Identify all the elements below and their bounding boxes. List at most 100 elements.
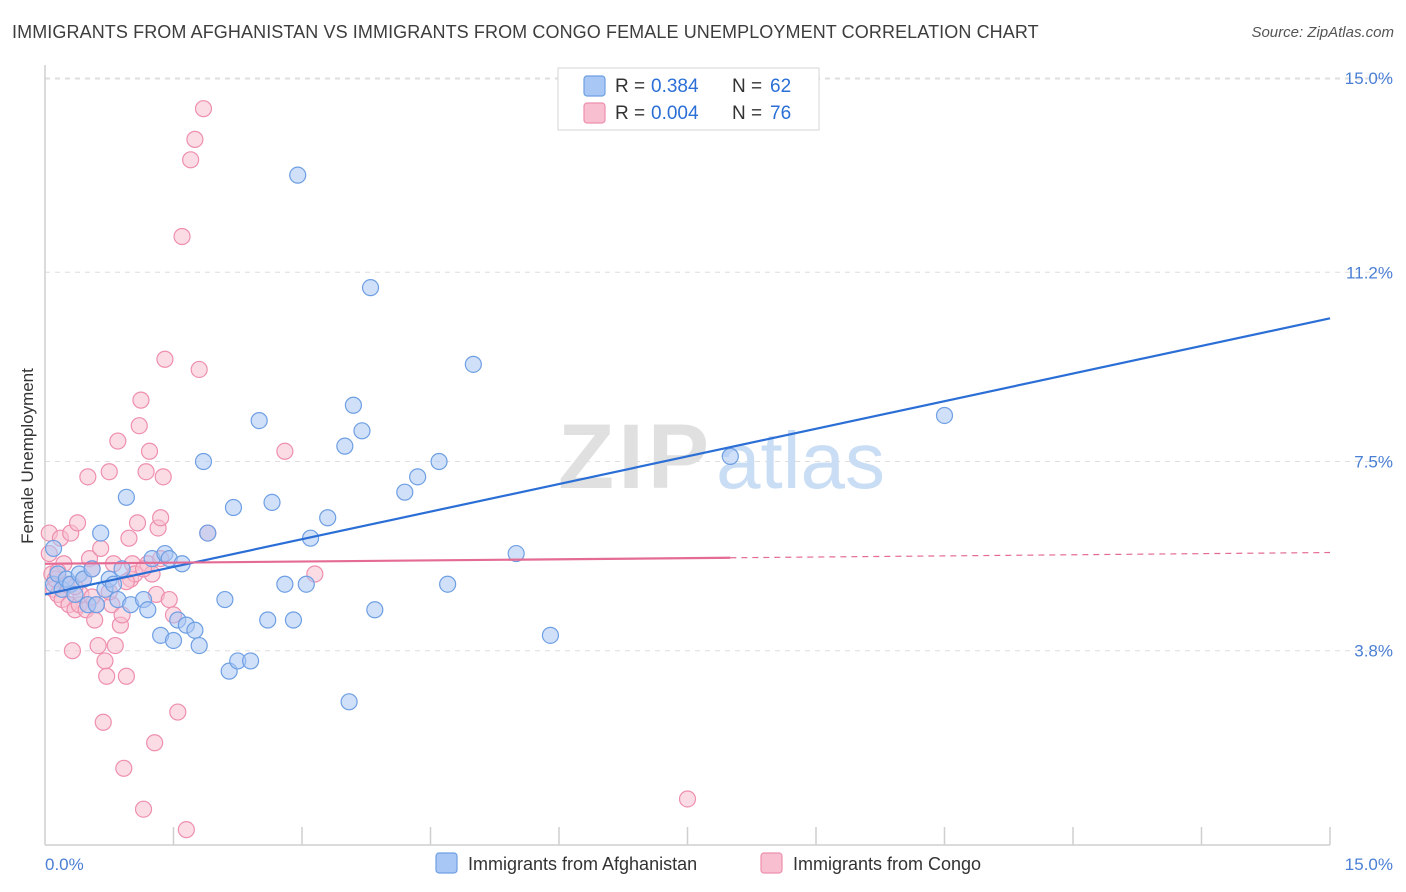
afghanistan-point (44, 539, 63, 558)
afghanistan-point (117, 488, 135, 506)
afghanistan-point (276, 575, 294, 593)
x-tick-label: 15.0% (1345, 855, 1393, 874)
afghanistan-point (361, 279, 380, 297)
afghanistan-point (340, 693, 358, 711)
stats-n-label: N = (732, 76, 762, 97)
chart-title: IMMIGRANTS FROM AFGHANISTAN VS IMMIGRANT… (12, 22, 1039, 42)
stats-r-label: R = (615, 76, 645, 97)
stats-legend-swatch-congo (583, 102, 606, 124)
congo-point (96, 652, 114, 670)
congo-point (89, 636, 107, 655)
afghanistan-point (190, 636, 208, 655)
congo-point (106, 636, 124, 655)
stats-legend-swatch-afghanistan (583, 75, 606, 97)
afghanistan-point (259, 611, 277, 629)
stats-n-value: 62 (770, 76, 791, 97)
afghanistan-point (353, 422, 371, 440)
congo-point (109, 432, 127, 450)
stats-legend: R = 0.384 N = 62 R = 0.004 N = 76 (557, 67, 820, 131)
afghanistan-point (216, 590, 234, 609)
afghanistan-point (250, 411, 268, 430)
congo-point (173, 227, 191, 246)
afghanistan-point (935, 406, 954, 425)
congo-point (98, 667, 116, 685)
afghanistan-point (430, 452, 448, 471)
afghanistan-point (139, 601, 157, 619)
congo-point (128, 514, 147, 532)
stats-r-label: R = (615, 103, 645, 124)
stats-r-value: 0.004 (651, 103, 699, 124)
trendline-afghanistan (44, 317, 1331, 596)
y-tick-label: 11.2% (1346, 263, 1393, 282)
afghanistan-point (541, 626, 560, 644)
legend-swatch-congo (760, 852, 783, 874)
congo-point (92, 539, 110, 558)
trend-lines (44, 317, 1331, 596)
congo-point (68, 514, 87, 532)
afghanistan-point (164, 631, 183, 650)
congo-point (160, 590, 178, 609)
congo-point (156, 350, 174, 368)
afghanistan-point (319, 509, 337, 527)
congo-point (146, 734, 164, 752)
afghanistan-point (336, 437, 354, 455)
afghanistan-point (439, 575, 457, 593)
grid-lines (45, 77, 1392, 652)
afghanistan-point (263, 493, 281, 512)
congo-point (194, 100, 213, 118)
stats-n-value: 76 (770, 103, 791, 124)
congo-point (130, 417, 148, 435)
congo-point (152, 509, 170, 527)
afghanistan-point (297, 575, 315, 593)
congo-point (177, 821, 195, 839)
congo-point (86, 611, 104, 629)
congo-point (117, 667, 135, 685)
congo-point (186, 130, 204, 148)
y-tick-label: 3.8% (1354, 642, 1393, 661)
afghanistan-point (186, 621, 204, 639)
x-tick-label: 0.0% (45, 855, 84, 874)
afghanistan-point (721, 447, 739, 465)
congo-point (137, 463, 155, 481)
tick-labels: 3.8% 7.5% 11.2% 15.0% 0.0% 15.0% (45, 69, 1393, 874)
congo-point (276, 442, 294, 460)
congo-point (169, 703, 187, 721)
afghanistan-point (87, 596, 106, 614)
bottom-legend: Immigrants from Afghanistan Immigrants f… (435, 852, 981, 874)
congo-point (120, 529, 138, 547)
legend-swatch-afghanistan (435, 852, 458, 874)
afghanistan-point (194, 452, 213, 471)
congo-point (140, 442, 159, 460)
afghanistan-point (92, 524, 110, 542)
congo-point (182, 151, 200, 169)
afghanistan-point (289, 166, 307, 184)
y-tick-label: 7.5% (1354, 453, 1393, 472)
congo-point (79, 468, 97, 486)
congo-point (94, 713, 112, 731)
y-axis-title: Female Unemployment (18, 368, 37, 544)
series-afghanistan-points (44, 166, 954, 711)
congo-point (132, 391, 150, 409)
stats-n-label: N = (732, 103, 762, 124)
congo-point (190, 360, 208, 379)
afghanistan-point (464, 355, 482, 373)
watermark-atlas: atlas (716, 416, 885, 505)
afghanistan-point (242, 652, 260, 670)
y-tick-label: 15.0% (1345, 69, 1393, 88)
stats-r-value: 0.384 (651, 76, 699, 97)
afghanistan-point (396, 483, 414, 501)
afghanistan-point (199, 524, 217, 542)
axes (44, 65, 1331, 846)
trendline-congo-extension (730, 551, 1331, 559)
congo-point (134, 800, 153, 818)
afghanistan-point (344, 396, 362, 414)
afghanistan-point (366, 601, 384, 619)
trendline-congo (44, 556, 731, 565)
congo-point (100, 463, 118, 481)
legend-label-congo: Immigrants from Congo (793, 854, 981, 874)
source-label: Source: ZipAtlas.com (1251, 24, 1394, 41)
congo-point (115, 759, 133, 777)
watermark: ZIP atlas (558, 406, 885, 508)
afghanistan-point (83, 560, 101, 578)
